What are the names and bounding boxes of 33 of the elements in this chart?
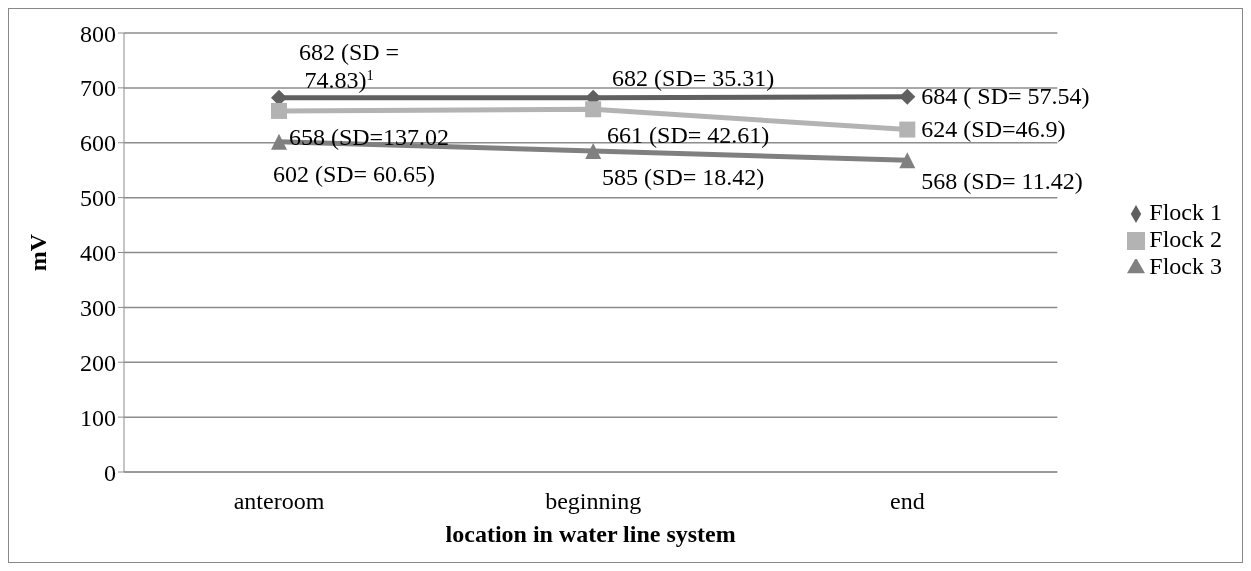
- point: [585, 101, 602, 118]
- y-tick-label: 100: [80, 404, 116, 431]
- y-tick-label: 700: [80, 75, 116, 102]
- legend-label: Flock 2: [1149, 226, 1222, 252]
- data-label: 684 ( SD= 57.54): [921, 82, 1090, 109]
- data-label: 624 (SD=46.9): [921, 115, 1066, 142]
- point: [899, 121, 916, 138]
- x-axis-title: location in water line system: [445, 521, 736, 547]
- data-label: 661 (SD= 42.61): [607, 122, 770, 149]
- data-label: 682 (SD = 74.83)$^{1}$: [298, 38, 400, 93]
- legend-label: Flock 3: [1149, 253, 1222, 279]
- y-tick-label: 0: [104, 459, 116, 486]
- legend-label: Flock 1: [1149, 199, 1222, 225]
- y-tick-label: 400: [80, 240, 116, 267]
- x-tick-label: end: [890, 488, 925, 515]
- x-tick-label: beginning: [545, 488, 642, 515]
- y-tick-label: 500: [80, 185, 116, 212]
- y-tick-label: 200: [80, 349, 116, 376]
- point: [899, 88, 916, 105]
- data-label: 585 (SD= 18.42): [602, 163, 765, 190]
- y-tick-label: 800: [80, 20, 116, 47]
- data-label: 682 (SD= 35.31): [612, 64, 775, 91]
- y-tick-label: 600: [80, 130, 116, 157]
- y-axis-title: mV: [24, 233, 51, 272]
- point: [271, 102, 287, 119]
- data-label: 568 (SD= 11.42): [921, 168, 1083, 195]
- data-label: 658 (SD=137.02: [288, 123, 450, 150]
- point: [899, 152, 916, 169]
- y-tick-label: 300: [80, 294, 116, 321]
- point: [271, 133, 287, 150]
- data-label: 602 (SD= 60.65): [272, 160, 436, 187]
- x-tick-label: anteroom: [233, 488, 325, 515]
- point: [585, 142, 602, 159]
